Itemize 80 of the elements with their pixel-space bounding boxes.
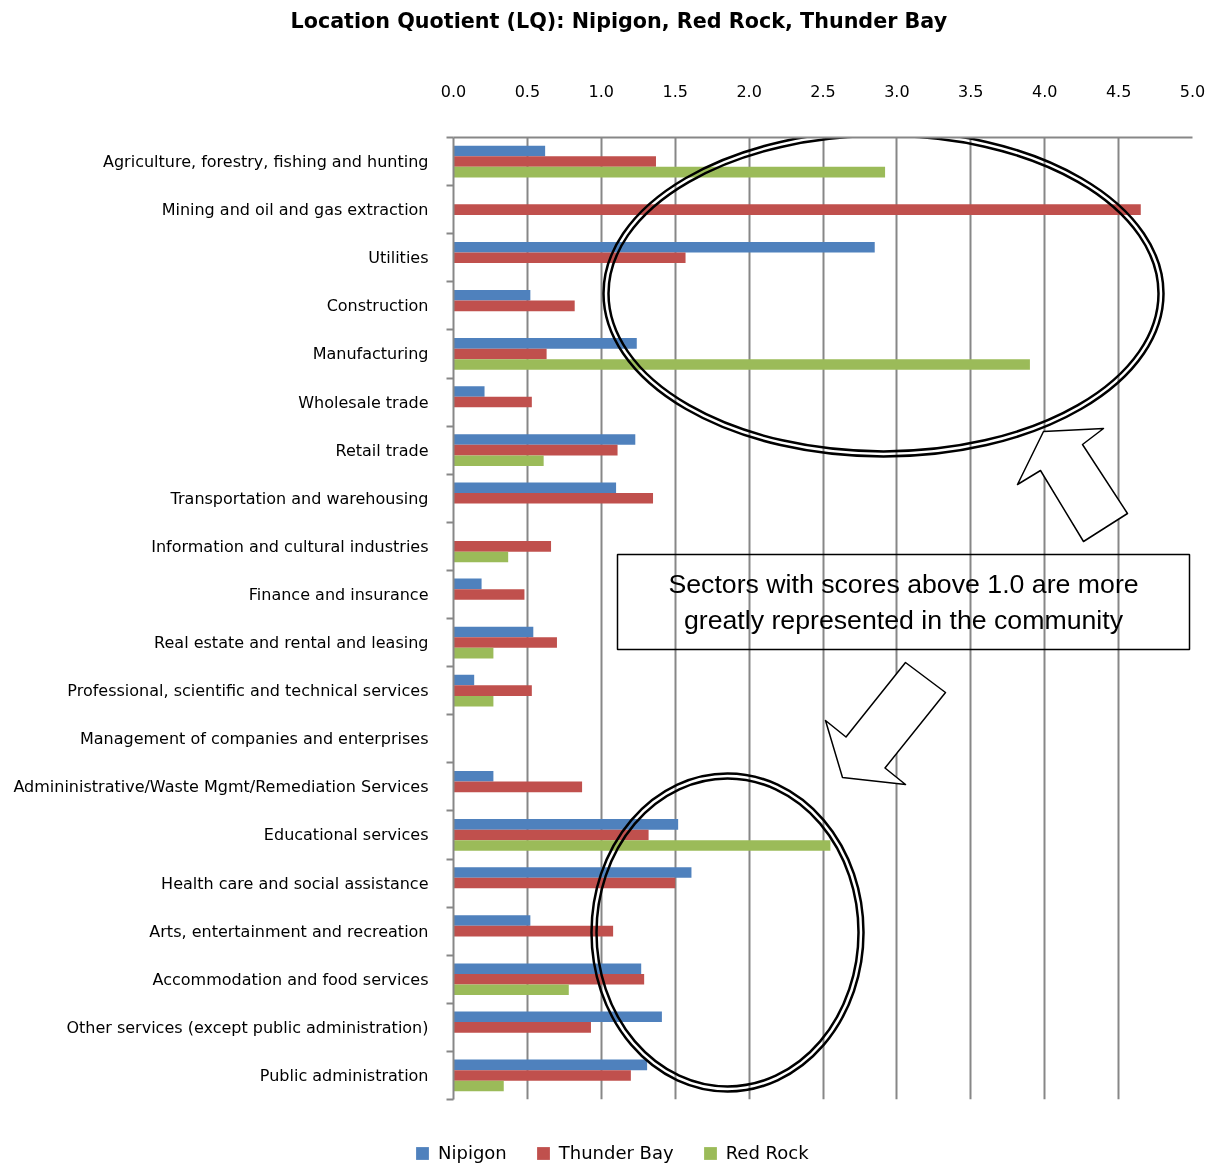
x-tick-label: 4.0: [1031, 81, 1058, 101]
y-tick-label: Public administration: [259, 1065, 429, 1085]
bar: [453, 637, 557, 648]
y-tick-label: Accommodation and food services: [152, 969, 429, 989]
bar: [453, 626, 534, 638]
x-tick-label: 1.0: [588, 81, 615, 101]
bar: [453, 829, 649, 841]
y-tick-label: Transportation and warehousing: [169, 488, 429, 508]
bar: [453, 145, 546, 157]
bar: [453, 781, 583, 793]
bar: [453, 770, 494, 782]
bar: [453, 166, 886, 178]
y-tick-label: Utilities: [368, 248, 429, 268]
y-tick-label: Admininistrative/Waste Mgmt/Remediation Services: [13, 777, 429, 797]
y-tick-label: Professional, scientific and technical services: [67, 681, 429, 701]
y-tick-label: Real estate and rental and leasing: [154, 633, 429, 653]
x-tick-label: 5.0: [1179, 81, 1206, 101]
y-tick-label: Mining and oil and gas extraction: [161, 200, 429, 220]
y-tick-label: Information and cultural industries: [151, 536, 429, 556]
bar: [453, 204, 1141, 215]
annotation: Sectors with scores above 1.0 are more greatly represented in the community: [668, 569, 1139, 635]
bar: [453, 434, 636, 445]
y-tick-label: Finance and insurance: [248, 584, 429, 604]
bar: [453, 492, 654, 504]
bar: [453, 444, 618, 456]
y-tick-label: Wholesale trade: [298, 392, 429, 412]
chart-title: Location Quotient (LQ): Nipigon, Red Rock, Thunder Bay: [290, 8, 948, 33]
bar: [453, 695, 494, 707]
bar: [453, 1022, 591, 1033]
x-tick-label: 2.5: [810, 81, 836, 101]
x-tick-label: 3.0: [884, 81, 910, 101]
bar: [453, 156, 656, 167]
bar: [453, 289, 531, 301]
bar: [453, 685, 532, 696]
bar: [453, 348, 547, 360]
y-tick-label: Health care and social assistance: [161, 873, 429, 893]
y-tick-label: Arts, entertainment and recreation: [149, 921, 429, 941]
bar: [453, 252, 686, 264]
y-tick-label: Retail trade: [335, 440, 429, 460]
bar: [453, 1059, 648, 1071]
y-tick-label: Management of companies and enterprises: [79, 729, 429, 749]
bar: [453, 915, 531, 926]
bar: [453, 359, 1030, 370]
bar: [453, 1080, 504, 1092]
y-tick-label: Manufacturing: [312, 344, 429, 364]
bar: [453, 455, 544, 467]
legend-label: Red Rock: [725, 1142, 809, 1163]
bar: [453, 386, 485, 397]
bar: [453, 396, 532, 408]
y-tick-label: Construction: [326, 296, 429, 316]
y-tick-label: Other services (except public administration): [66, 1017, 429, 1037]
bar: [453, 482, 617, 493]
legend-label: Nipigon: [438, 1142, 507, 1163]
bar: [453, 300, 575, 312]
x-tick-label: 0.5: [514, 81, 541, 101]
bar: [453, 1011, 662, 1023]
bar: [453, 578, 482, 590]
legend-label: Thunder Bay: [558, 1142, 674, 1163]
x-tick-label: 1.5: [662, 81, 688, 101]
bar: [453, 338, 637, 349]
bar: [453, 973, 645, 985]
x-tick-label: 3.5: [958, 81, 984, 101]
bar: [453, 867, 692, 878]
y-tick-label: Agriculture, forestry, fishing and hunting: [103, 152, 429, 172]
bar: [453, 647, 494, 659]
x-tick-label: 2.0: [736, 81, 762, 101]
y-tick-label: Educational services: [263, 825, 429, 845]
bar: [453, 925, 614, 937]
bar: [453, 551, 509, 563]
bar: [453, 877, 676, 889]
bar: [453, 840, 831, 851]
bar: [453, 241, 875, 253]
bar: [453, 984, 569, 996]
x-tick-label: 4.5: [1105, 81, 1132, 101]
x-tick-label: 0.0: [440, 81, 467, 101]
bar: [453, 541, 552, 552]
bar: [453, 1070, 631, 1081]
bar: [453, 963, 642, 974]
bar: [453, 589, 525, 600]
bar: [453, 819, 679, 830]
